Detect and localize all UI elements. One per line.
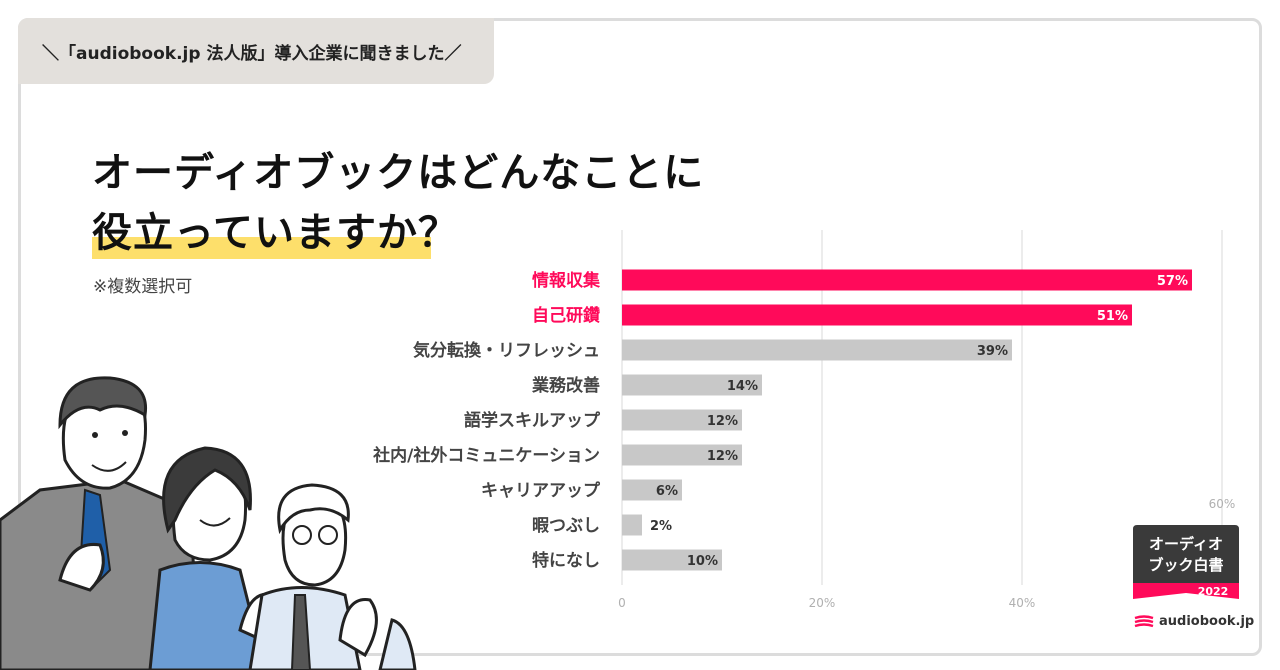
- category-label: 語学スキルアップ: [464, 410, 601, 431]
- brand-logo: audiobook.jp: [1134, 614, 1254, 629]
- bar: [622, 339, 1012, 361]
- bar: [622, 269, 1192, 291]
- headline-line2-wrap: 役立っていますか？: [92, 203, 459, 263]
- multiple-choice-note: ※複数選択可: [93, 277, 193, 297]
- white-paper-badge: オーディオ ブック白書 2022: [1133, 525, 1239, 599]
- category-label: 情報収集: [532, 270, 601, 291]
- header-tag: ＼「audiobook.jp 法人版」導入企業に聞きました／: [18, 18, 494, 84]
- category-label: 暇つぶし: [532, 516, 600, 536]
- x-tick-label: 40%: [1009, 596, 1036, 610]
- badge-line2: ブック白書: [1148, 556, 1223, 574]
- value-label: 10%: [687, 554, 718, 569]
- x-tick-label: 20%: [809, 596, 836, 610]
- bar: [622, 304, 1132, 326]
- value-label: 2%: [650, 519, 672, 534]
- bar: [622, 444, 742, 466]
- business-people-illustration: [0, 376, 417, 670]
- category-label: 特になし: [532, 550, 600, 571]
- bar: [622, 514, 642, 536]
- bar: [622, 374, 762, 396]
- book-stack-icon: [1134, 614, 1154, 627]
- category-label: 気分転換・リフレッシュ: [412, 340, 600, 361]
- value-label: 39%: [977, 344, 1008, 359]
- value-label: 14%: [727, 379, 758, 394]
- headline-line1: オーディオブックはどんなことに: [92, 150, 705, 196]
- x-tick-label: 60%: [1209, 497, 1236, 511]
- headline: オーディオブックはどんなことに 役立っていますか？: [92, 143, 704, 263]
- value-label: 12%: [707, 414, 738, 429]
- value-label: 57%: [1157, 274, 1188, 289]
- headline-highlight-marker: [92, 237, 431, 259]
- headline-line2: 役立っていますか？: [92, 210, 459, 256]
- bar: [622, 409, 742, 431]
- category-label: キャリアアップ: [481, 480, 601, 501]
- category-label: 業務改善: [532, 375, 600, 396]
- badge-line1: オーディオ: [1149, 535, 1223, 553]
- value-label: 12%: [707, 449, 738, 464]
- value-label: 6%: [656, 484, 678, 499]
- category-label: 社内/社外コミュニケーション: [372, 445, 600, 466]
- bar: [622, 549, 722, 571]
- category-label: 自己研鑽: [532, 305, 600, 326]
- bar: [622, 479, 682, 501]
- x-tick-label: 0: [618, 596, 626, 610]
- value-label: 51%: [1097, 309, 1128, 324]
- brand-name: audiobook.jp: [1159, 614, 1255, 629]
- badge-year: 2022: [1198, 585, 1229, 598]
